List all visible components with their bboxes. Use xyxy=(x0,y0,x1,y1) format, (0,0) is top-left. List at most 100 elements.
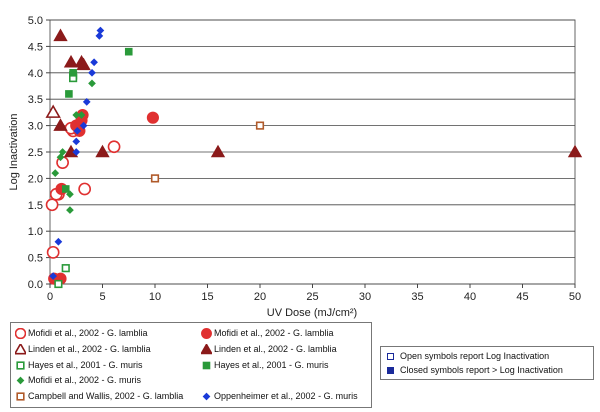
x-tick-label: 25 xyxy=(306,291,318,303)
note-open: Open symbols report Log Inactivation xyxy=(387,351,549,362)
legend-label: Oppenheimer et al., 2002 - G. muris xyxy=(214,391,358,401)
legend-label: Hayes et al., 2001 - G. muris xyxy=(214,360,329,370)
data-point xyxy=(95,31,104,40)
data-point xyxy=(63,54,79,68)
data-point xyxy=(65,90,73,98)
data-point xyxy=(88,79,96,88)
legend-swatch xyxy=(202,361,211,370)
x-tick-label: 20 xyxy=(254,291,266,303)
y-tick-label: 2.0 xyxy=(28,173,43,185)
series-1 xyxy=(48,108,159,285)
series-6 xyxy=(51,79,96,214)
legend-swatch xyxy=(201,328,212,339)
data-point xyxy=(51,169,60,177)
data-point xyxy=(58,148,67,156)
legend-symbol xyxy=(201,344,212,355)
data-point xyxy=(54,279,63,289)
y-tick-label: 5.0 xyxy=(28,15,43,27)
legend-symbol xyxy=(15,328,26,339)
data-point xyxy=(96,26,105,35)
data-point xyxy=(255,121,265,130)
data-point xyxy=(72,148,81,156)
y-tick-label: 3.0 xyxy=(28,121,43,133)
data-point xyxy=(73,127,82,135)
x-axis-label: UV Dose (mJ/cm²) xyxy=(267,307,357,319)
y-tick-label: 2.5 xyxy=(28,147,43,159)
data-point xyxy=(53,28,68,42)
legend-swatch xyxy=(15,344,26,355)
legend-label: Hayes et al., 2001 - G. muris xyxy=(28,360,143,370)
data-point xyxy=(124,47,133,56)
x-tick-label: 40 xyxy=(464,291,476,303)
data-point xyxy=(210,144,226,158)
data-point xyxy=(69,69,77,77)
y-tick-label: 1.5 xyxy=(28,200,43,212)
data-point xyxy=(107,140,121,154)
x-tick-label: 15 xyxy=(201,291,213,303)
legend-label: Mofidi et al., 2002 - G. muris xyxy=(28,375,142,385)
open-square-icon xyxy=(387,353,394,360)
y-tick-label: 3.5 xyxy=(28,94,43,106)
series-8 xyxy=(49,26,105,280)
legend-swatch xyxy=(16,376,25,385)
data-point xyxy=(61,185,70,193)
data-points xyxy=(45,26,583,289)
x-tick-label: 30 xyxy=(359,291,371,303)
legend-symbol xyxy=(201,328,212,339)
data-point xyxy=(146,111,159,124)
y-tick-label: 1.0 xyxy=(28,226,43,238)
legend-label: Mofidi et al., 2002 - G. lamblia xyxy=(28,328,148,338)
data-point xyxy=(72,137,81,146)
legend-symbol xyxy=(202,392,211,401)
data-point xyxy=(76,57,91,71)
x-tick-label: 10 xyxy=(149,291,161,303)
data-point xyxy=(88,68,96,77)
x-tick-label: 45 xyxy=(516,291,528,303)
y-tick-label: 4.5 xyxy=(28,41,43,53)
data-point xyxy=(90,58,98,67)
data-point xyxy=(53,118,68,131)
legend-swatch xyxy=(202,392,211,401)
note-closed: Closed symbols report > Log Inactivation xyxy=(387,365,563,376)
data-point xyxy=(77,111,86,119)
x-tick-label: 50 xyxy=(569,291,581,303)
legend: Mofidi et al., 2002 - G. lamblia Mofidi e… xyxy=(10,322,372,408)
filled-square-icon xyxy=(387,367,394,374)
data-point xyxy=(95,144,110,158)
data-point xyxy=(45,104,61,118)
x-tick-label: 35 xyxy=(411,291,423,303)
series-5 xyxy=(61,47,133,193)
legend-symbol xyxy=(16,376,25,385)
data-point xyxy=(72,111,81,119)
y-axis-label: Log Inactivation xyxy=(8,113,20,190)
data-point xyxy=(79,121,88,130)
legend-swatch xyxy=(201,344,212,355)
note-closed-text: Closed symbols report > Log Inactivation xyxy=(400,365,563,375)
legend-swatch xyxy=(16,392,25,401)
legend-swatch xyxy=(15,328,26,339)
y-tick-label: 0.0 xyxy=(28,279,43,291)
legend-symbol xyxy=(15,344,26,355)
series-3 xyxy=(53,28,583,158)
grid-lines xyxy=(49,19,576,285)
symbol-note-box: Open symbols report Log Inactivation Clo… xyxy=(380,346,594,380)
legend-swatch xyxy=(16,361,25,370)
data-point xyxy=(61,264,70,273)
legend-symbol xyxy=(16,392,25,401)
legend-label: Mofidi et al., 2002 - G. lamblia xyxy=(214,328,334,338)
axis-ticks: 0.0 0.5 1.0 1.5 2.0 2.5 3.0 3.5 4.0 4.5 5.0 0 5 10 15 2… xyxy=(28,15,581,303)
data-point xyxy=(567,144,583,158)
series-7 xyxy=(150,121,265,183)
data-point xyxy=(46,245,60,259)
x-tick-label: 0 xyxy=(47,291,53,303)
legend-symbol xyxy=(202,361,211,370)
data-point xyxy=(49,272,58,280)
y-tick-label: 0.5 xyxy=(28,253,43,265)
data-point xyxy=(150,174,160,183)
legend-label: Linden et al., 2002 - G. lamblia xyxy=(28,344,151,354)
legend-symbol xyxy=(16,361,25,370)
data-point xyxy=(66,206,74,214)
note-open-text: Open symbols report Log Inactivation xyxy=(400,351,550,361)
data-point xyxy=(45,198,59,212)
legend-label: Campbell and Wallis, 2002 - G. lamblia xyxy=(28,391,184,401)
